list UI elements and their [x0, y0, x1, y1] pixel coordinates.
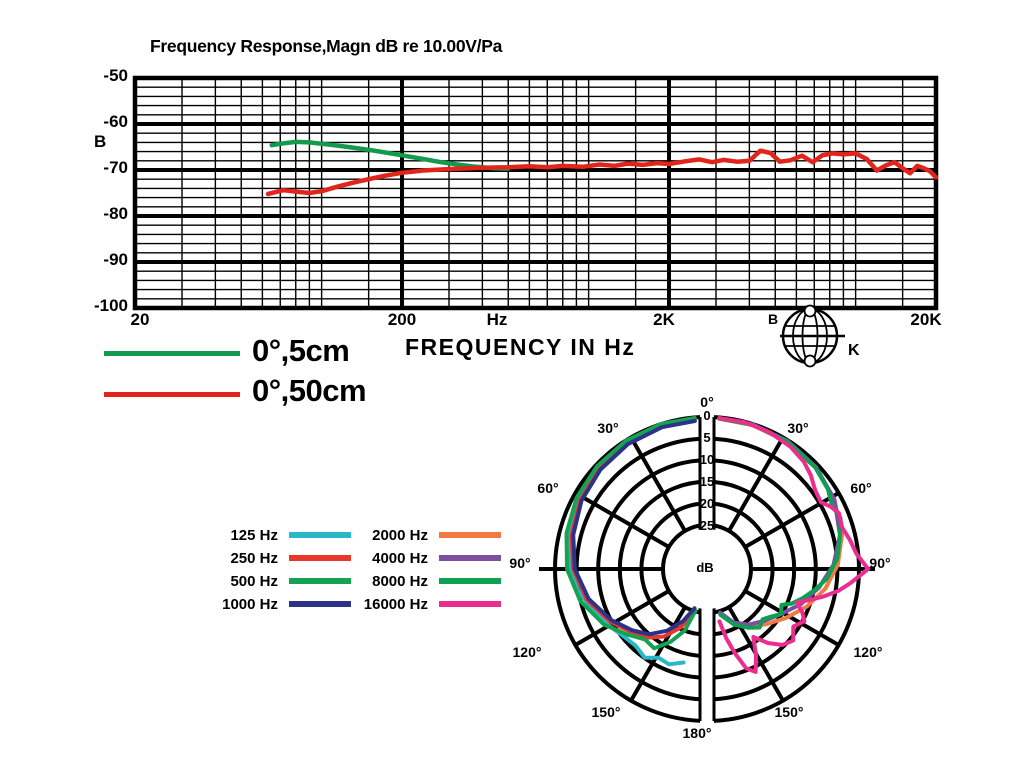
- y-tick-100: -100: [93, 296, 128, 315]
- polar-legend-item-16000hz: 16000 Hz: [328, 595, 501, 613]
- polar-legend-label-16000hz: 16000 Hz: [363, 595, 428, 613]
- polar-legend-swatch-1000hz: [289, 601, 351, 607]
- polar-legend-item-8000hz: 8000 Hz: [328, 572, 501, 590]
- polar-legend-item-1000hz: 1000 Hz: [178, 595, 351, 613]
- polar-angle-left-90: 90°: [509, 555, 531, 571]
- polar-center-unit: dB: [696, 560, 714, 575]
- polar-legend-item-2000hz: 2000 Hz: [328, 526, 501, 544]
- polar-angle-right-90: 90°: [869, 555, 891, 571]
- chart-title: Frequency Response,Magn dB re 10.00V/Pa: [150, 36, 503, 56]
- polar-radial-0: 0: [703, 408, 711, 423]
- y-tick-90: -90: [103, 250, 128, 269]
- polar-legend-swatch-125hz: [289, 532, 351, 538]
- y-tick-50: -50: [103, 66, 128, 85]
- polar-legend-label-500hz: 500 Hz: [230, 572, 278, 590]
- polar-legend-item-125hz: 125 Hz: [178, 526, 351, 544]
- legend-swatch-50cm: [104, 392, 240, 397]
- polar-radial-15: 15: [699, 474, 715, 489]
- polar-legend-label-125hz: 125 Hz: [230, 526, 278, 544]
- polar-angle-left-150: 150°: [591, 704, 621, 720]
- polar-radial-10: 10: [699, 452, 715, 467]
- polar-legend-swatch-8000hz: [439, 578, 501, 584]
- polar-angle-180: 180°: [682, 725, 712, 741]
- x-tick-20k: 20K: [910, 310, 942, 329]
- polar-legend-item-250hz: 250 Hz: [178, 549, 351, 567]
- polar-legend-label-2000hz: 2000 Hz: [372, 526, 428, 544]
- y-axis-unit-label: B: [94, 132, 107, 151]
- logo-letter-b: B: [768, 311, 779, 327]
- polar-radial-20: 20: [699, 496, 715, 511]
- x-axis-unit: Hz: [486, 310, 508, 329]
- legend-label-5cm: 0°,5cm: [252, 333, 350, 368]
- polar-angle-right-150: 150°: [774, 704, 804, 720]
- polar-angle-left-30: 30°: [597, 420, 619, 436]
- polar-legend-swatch-4000hz: [439, 555, 501, 561]
- polar-legend-swatch-500hz: [289, 578, 351, 584]
- polar-angle-left-120: 120°: [512, 644, 542, 660]
- x-tick-20: 20: [130, 310, 150, 329]
- polar-radial-5: 5: [703, 430, 711, 445]
- polar-angle-right-30: 30°: [787, 420, 809, 436]
- polar-legend-label-250hz: 250 Hz: [230, 549, 278, 567]
- polar-legend-label-1000hz: 1000 Hz: [222, 595, 278, 613]
- polar-angle-right-120: 120°: [853, 644, 883, 660]
- x-tick-2k: 2K: [653, 310, 675, 329]
- y-tick-60: -60: [103, 112, 128, 131]
- polar-legend-swatch-250hz: [289, 555, 351, 561]
- y-tick-80: -80: [103, 204, 128, 223]
- polar-legend-item-500hz: 500 Hz: [178, 572, 351, 590]
- polar-legend-swatch-2000hz: [439, 532, 501, 538]
- x-tick-200: 200: [387, 310, 417, 329]
- x-axis-title: FREQUENCY IN Hz: [405, 334, 636, 360]
- polar-angle-right-60: 60°: [850, 480, 872, 496]
- polar-legend-swatch-16000hz: [439, 601, 501, 607]
- polar-legend-label-8000hz: 8000 Hz: [372, 572, 428, 590]
- polar-legend-item-4000hz: 4000 Hz: [328, 549, 501, 567]
- polar-legend-label-4000hz: 4000 Hz: [372, 549, 428, 567]
- legend-label-50cm: 0°,50cm: [252, 373, 367, 408]
- legend-swatch-5cm: [104, 351, 240, 356]
- polar-angle-left-60: 60°: [537, 480, 559, 496]
- polar-angle-0: 0°: [700, 394, 714, 410]
- polar-radial-25: 25: [699, 518, 715, 533]
- y-tick-70: -70: [103, 158, 128, 177]
- logo-letter-k: K: [848, 342, 860, 359]
